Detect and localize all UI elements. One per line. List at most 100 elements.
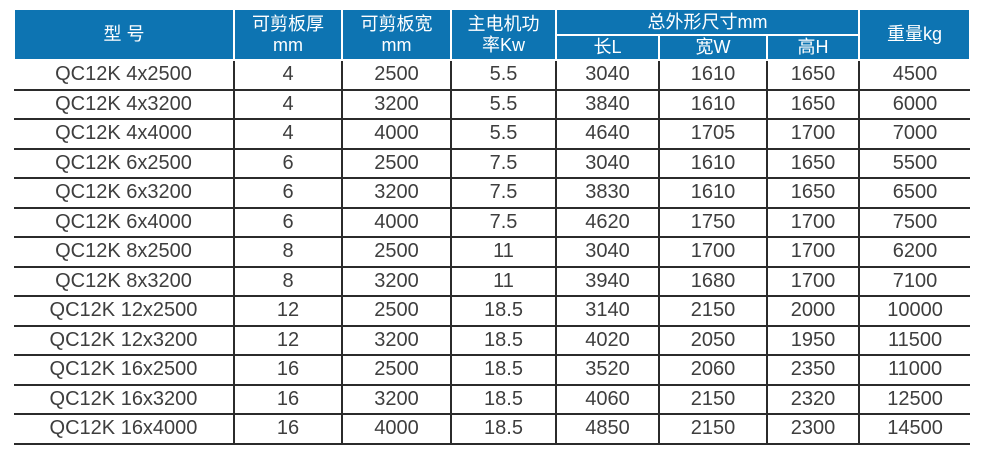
table-cell: 2500 <box>341 60 451 91</box>
table-cell: 2350 <box>765 355 860 386</box>
table-cell: 5500 <box>858 148 971 179</box>
table-cell: 3200 <box>341 178 451 209</box>
table-cell: 4000 <box>341 119 451 150</box>
table-cell: 3040 <box>555 148 659 179</box>
table-cell: 4640 <box>555 119 659 150</box>
table-cell: QC12K 6x2500 <box>14 148 234 179</box>
header-thickness-line2: mm <box>273 34 303 55</box>
table-cell: 2000 <box>765 296 860 327</box>
table-cell: 4 <box>233 60 342 91</box>
table-cell: 18.5 <box>450 414 556 445</box>
table-cell: QC12K 12x2500 <box>14 296 234 327</box>
table-row: QC12K 16x4000 16 4000 18.5 4850 2150 2300 14500 <box>14 414 971 445</box>
table-cell: 7500 <box>858 207 971 238</box>
table-cell: 1700 <box>658 237 767 268</box>
table-cell: 4500 <box>858 60 971 91</box>
table-cell: 2500 <box>341 296 451 327</box>
table-cell: 5.5 <box>450 89 556 120</box>
table-cell: QC12K 4x2500 <box>14 60 234 91</box>
table-cell: 3200 <box>341 89 451 120</box>
table-cell: 6 <box>233 178 342 209</box>
table-cell: 3940 <box>555 266 659 297</box>
table-row: QC12K 12x2500 12 2500 18.5 3140 2150 2000 10000 <box>14 296 971 327</box>
header-shear-width-line1: 可剪板宽 <box>360 13 433 34</box>
table-row: QC12K 12x3200 12 3200 18.5 4020 2050 1950 11500 <box>14 325 971 356</box>
table-cell: 18.5 <box>450 384 556 415</box>
table-cell: 4 <box>233 119 342 150</box>
table-cell: 8 <box>233 237 342 268</box>
table-cell: QC12K 6x3200 <box>14 178 234 209</box>
table-cell: 11500 <box>858 325 971 356</box>
header-dim-length: 长L <box>555 34 660 61</box>
table-cell: 8 <box>233 266 342 297</box>
table-cell: 7100 <box>858 266 971 297</box>
header-motor-power-line1: 主电机功 <box>467 13 540 34</box>
table-cell: 1610 <box>658 60 767 91</box>
table-body: QC12K 4x2500 4 2500 5.5 3040 1610 1650 4500 QC12… <box>14 60 971 445</box>
table-cell: 4 <box>233 89 342 120</box>
table-cell: 12 <box>233 325 342 356</box>
table-cell: 1700 <box>765 207 860 238</box>
table-row: QC12K 6x2500 6 2500 7.5 3040 1610 1650 5500 <box>14 148 971 179</box>
table-row: QC12K 16x2500 16 2500 18.5 3520 2060 2350 11000 <box>14 355 971 386</box>
table-cell: 1610 <box>658 178 767 209</box>
header-dim-height: 高H <box>765 34 861 61</box>
table-cell: 4000 <box>341 414 451 445</box>
table-cell: 1700 <box>765 237 860 268</box>
table-cell: QC12K 8x3200 <box>14 266 234 297</box>
table-cell: 1610 <box>658 89 767 120</box>
table-cell: 1650 <box>765 60 860 91</box>
table-cell: 4620 <box>555 207 659 238</box>
table-cell: QC12K 4x3200 <box>14 89 234 120</box>
table-cell: 3140 <box>555 296 659 327</box>
table-cell: 1750 <box>658 207 767 238</box>
table-cell: 3200 <box>341 384 451 415</box>
header-thickness: 可剪板厚 mm <box>233 8 343 61</box>
table-cell: 1610 <box>658 148 767 179</box>
header-shear-width: 可剪板宽 mm <box>341 8 452 61</box>
table-cell: 2150 <box>658 296 767 327</box>
table-cell: 2150 <box>658 384 767 415</box>
table-cell: 16 <box>233 414 342 445</box>
table-cell: 6 <box>233 148 342 179</box>
table-row: QC12K 16x3200 16 3200 18.5 4060 2150 2320 12500 <box>14 384 971 415</box>
table-cell: 4850 <box>555 414 659 445</box>
table-cell: 7.5 <box>450 207 556 238</box>
table-cell: 11 <box>450 237 556 268</box>
table-cell: 6 <box>233 207 342 238</box>
table-cell: QC12K 12x3200 <box>14 325 234 356</box>
table-cell: 14500 <box>858 414 971 445</box>
table-cell: 2500 <box>341 237 451 268</box>
table-cell: 6000 <box>858 89 971 120</box>
header-weight: 重量kg <box>858 8 972 61</box>
table-cell: 1650 <box>765 89 860 120</box>
table-cell: 12 <box>233 296 342 327</box>
table-cell: QC12K 6x4000 <box>14 207 234 238</box>
table-cell: QC12K 16x3200 <box>14 384 234 415</box>
table-cell: 7000 <box>858 119 971 150</box>
table-cell: 4000 <box>341 207 451 238</box>
table-cell: 4060 <box>555 384 659 415</box>
table-cell: 3830 <box>555 178 659 209</box>
table-row: QC12K 8x3200 8 3200 11 3940 1680 1700 7100 <box>14 266 971 297</box>
table-cell: 18.5 <box>450 355 556 386</box>
table-cell: QC12K 16x2500 <box>14 355 234 386</box>
table-cell: QC12K 8x2500 <box>14 237 234 268</box>
table-row: QC12K 4x2500 4 2500 5.5 3040 1610 1650 4500 <box>14 60 971 91</box>
header-model-label: 型 号 <box>103 24 145 44</box>
table-cell: 3520 <box>555 355 659 386</box>
table-cell: 6500 <box>858 178 971 209</box>
table-cell: 1650 <box>765 148 860 179</box>
table-cell: 2300 <box>765 414 860 445</box>
table-cell: 2500 <box>341 355 451 386</box>
table-cell: 2050 <box>658 325 767 356</box>
table-cell: 1650 <box>765 178 860 209</box>
header-dim-width: 宽W <box>658 34 768 61</box>
header-motor-power: 主电机功 率Kw <box>450 8 557 61</box>
table-cell: QC12K 4x4000 <box>14 119 234 150</box>
table-cell: 3200 <box>341 266 451 297</box>
header-shear-width-line2: mm <box>381 34 412 55</box>
table-cell: 1700 <box>765 266 860 297</box>
table-cell: QC12K 16x4000 <box>14 414 234 445</box>
table-cell: 11000 <box>858 355 971 386</box>
